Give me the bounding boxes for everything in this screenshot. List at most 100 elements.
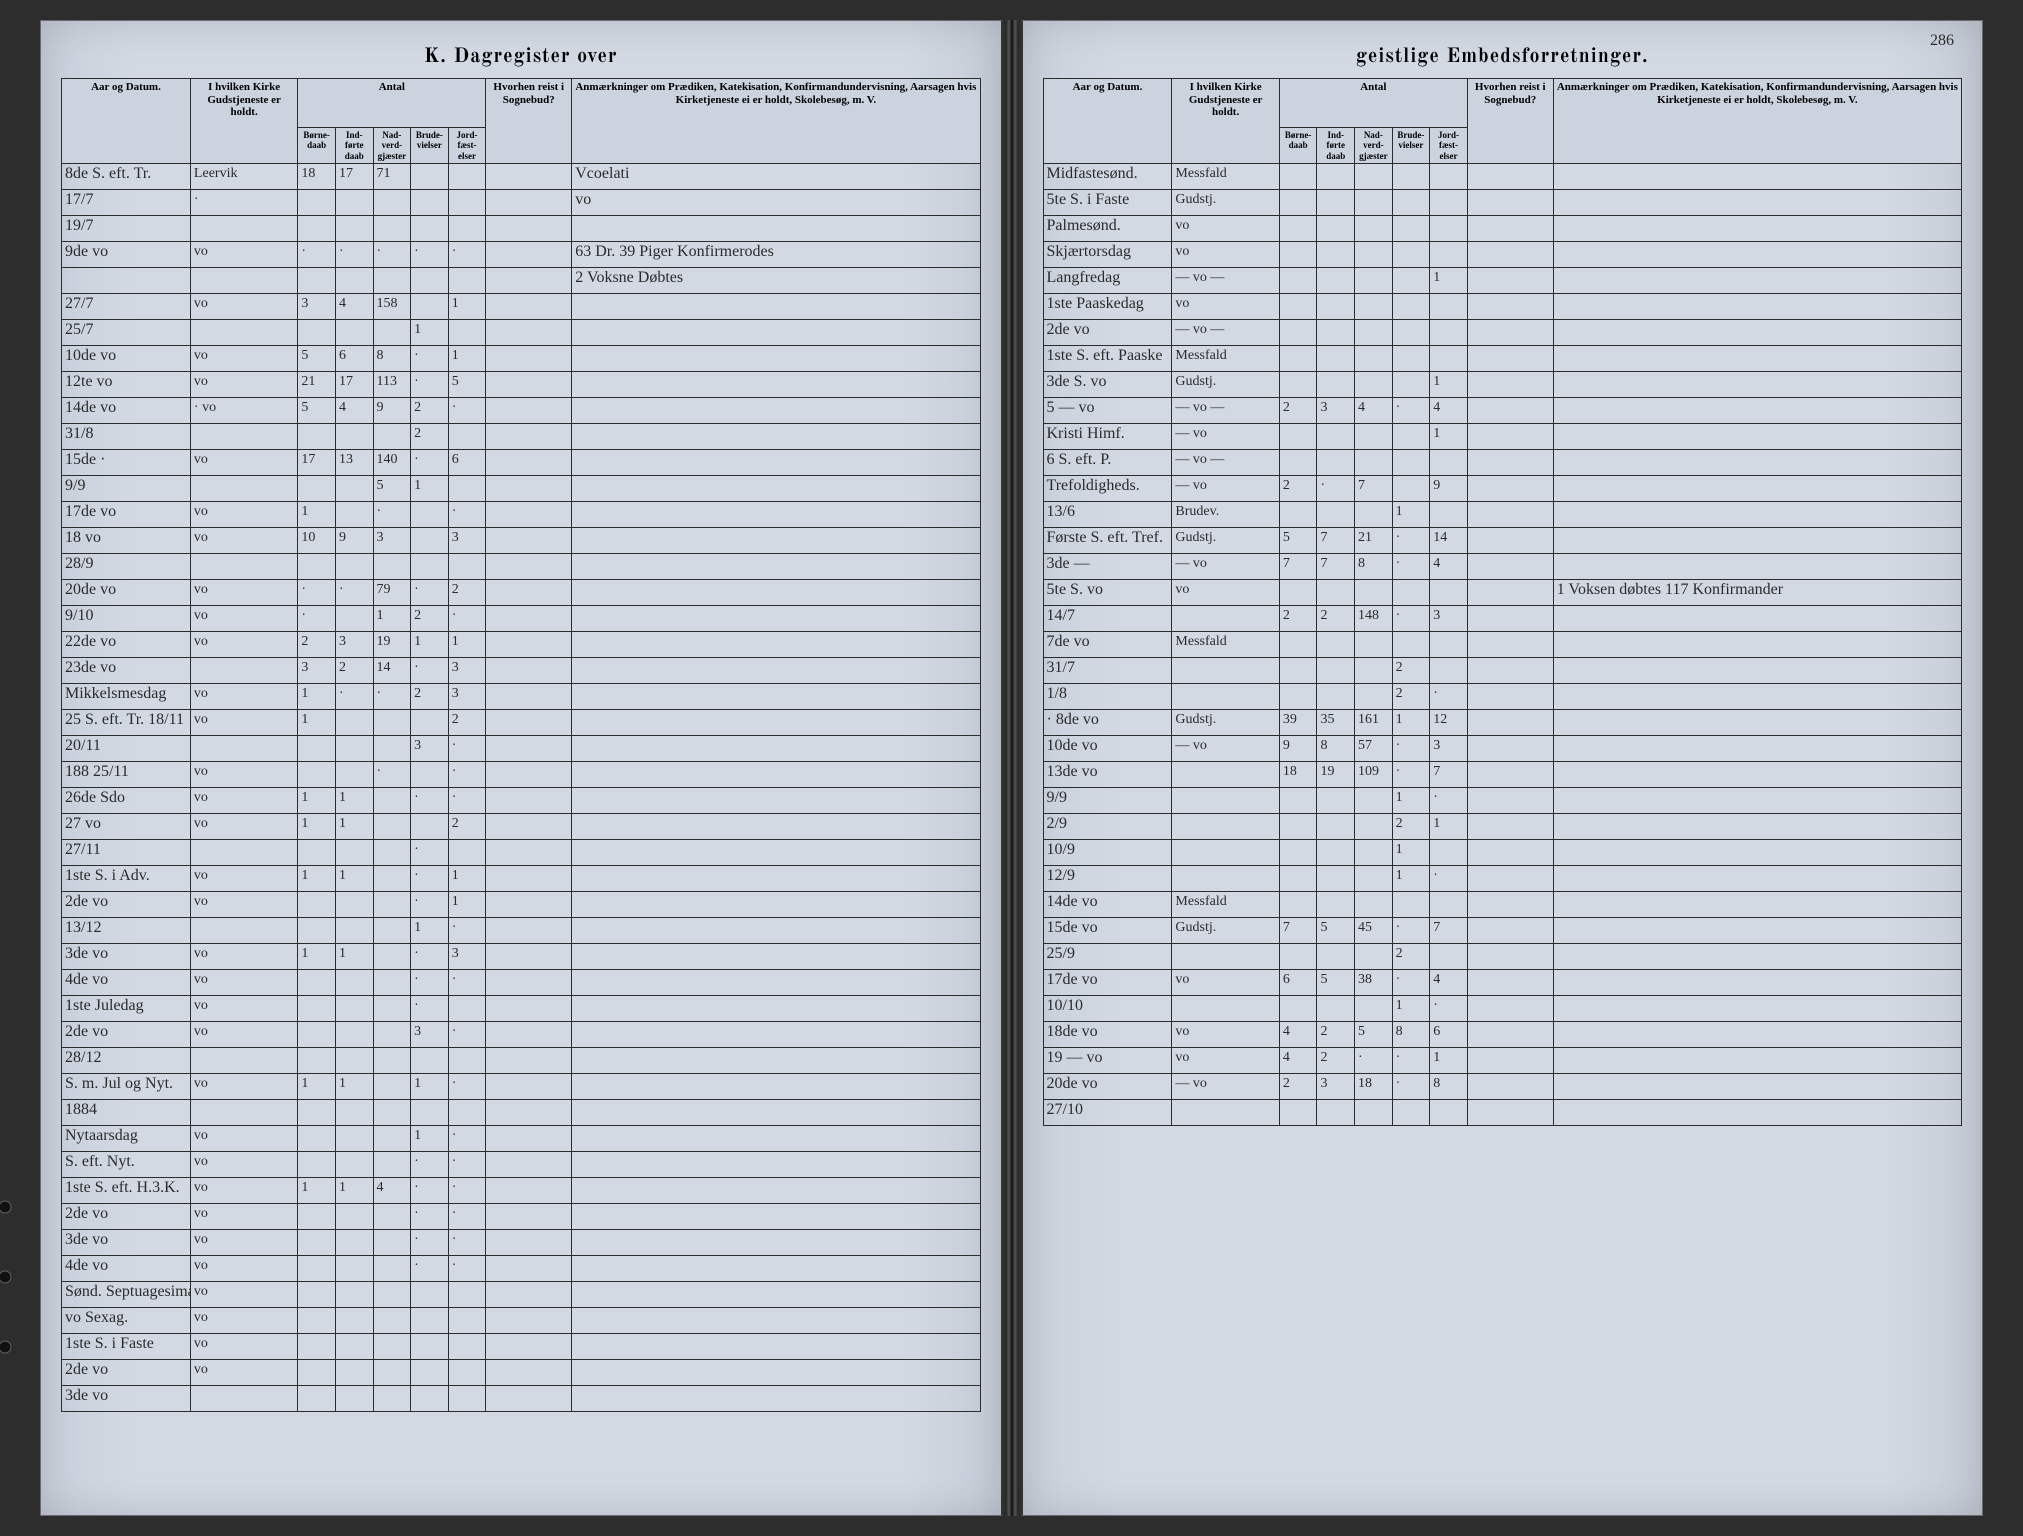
cell: ·: [373, 762, 411, 788]
cell: [1279, 892, 1317, 918]
cell: — vo: [1172, 736, 1279, 762]
cell: [373, 424, 411, 450]
cell: ·: [1392, 762, 1430, 788]
table-row: 20de vo— vo2318·8: [1043, 1074, 1962, 1100]
cell: [1430, 658, 1468, 684]
cell: 8: [1355, 554, 1393, 580]
table-row: 27/11·: [62, 840, 981, 866]
cell: 6: [1279, 970, 1317, 996]
cell: 1/8: [1043, 684, 1172, 710]
cell: 1: [1392, 710, 1430, 736]
cell: [1430, 944, 1468, 970]
cell: vo: [190, 606, 297, 632]
cell: [190, 216, 297, 242]
cell: 10: [298, 528, 336, 554]
cell: ·: [448, 1204, 486, 1230]
col-antal-4: Jord- fæst- elser: [1430, 128, 1468, 164]
cell: [1467, 476, 1553, 502]
cell: [448, 1360, 486, 1386]
cell: [1279, 944, 1317, 970]
cell: 3: [373, 528, 411, 554]
cell: [572, 450, 980, 476]
cell: vo: [190, 1074, 297, 1100]
cell: [335, 918, 373, 944]
cell: [486, 684, 572, 710]
cell: ·: [411, 1178, 449, 1204]
cell: — vo: [1172, 554, 1279, 580]
cell: ·: [448, 242, 486, 268]
cell: [298, 216, 336, 242]
cell: [1553, 996, 1961, 1022]
cell: [373, 866, 411, 892]
cell: [373, 554, 411, 580]
cell: [373, 892, 411, 918]
cell: 2: [1392, 658, 1430, 684]
cell: [1467, 1022, 1553, 1048]
cell: 7: [1279, 554, 1317, 580]
cell: [572, 1022, 980, 1048]
cell: Midfastesønd.: [1043, 164, 1172, 190]
cell: 26de Sdo: [62, 788, 191, 814]
cell: 2: [1317, 1048, 1355, 1074]
table-row: 9/91·: [1043, 788, 1962, 814]
cell: 1: [298, 684, 336, 710]
cell: ·: [373, 684, 411, 710]
cell: [1279, 346, 1317, 372]
cell: [1317, 996, 1355, 1022]
cell: · vo: [190, 398, 297, 424]
cell: [335, 1230, 373, 1256]
table-row: Første S. eft. Tref.Gudstj.5721·14: [1043, 528, 1962, 554]
cell: 1ste S. i Faste: [62, 1334, 191, 1360]
cell: [448, 320, 486, 346]
table-row: 20de vovo··79·2: [62, 580, 981, 606]
cell: [1172, 762, 1279, 788]
cell: [190, 840, 297, 866]
col-sogne: Hvorhen reist i Sognebud?: [1467, 79, 1553, 164]
cell: [335, 1048, 373, 1074]
cell: [1467, 840, 1553, 866]
cell: [1392, 372, 1430, 398]
cell: [1553, 606, 1961, 632]
cell: ·: [448, 1230, 486, 1256]
cell: [448, 1282, 486, 1308]
cell: [1553, 788, 1961, 814]
cell: 1: [335, 788, 373, 814]
cell: Gudstj.: [1172, 918, 1279, 944]
cell: [1172, 658, 1279, 684]
cell: 3: [411, 736, 449, 762]
cell: [1553, 190, 1961, 216]
cell: Trefoldigheds.: [1043, 476, 1172, 502]
cell: [1553, 866, 1961, 892]
table-row: 26de Sdovo11··: [62, 788, 981, 814]
table-row: 1/82·: [1043, 684, 1962, 710]
cell: [1317, 840, 1355, 866]
cell: [298, 424, 336, 450]
cell: [335, 424, 373, 450]
table-row: 19 — vovo42··1: [1043, 1048, 1962, 1074]
cell: 109: [1355, 762, 1393, 788]
cell: [1430, 840, 1468, 866]
cell: [411, 216, 449, 242]
cell: 9de vo: [62, 242, 191, 268]
cell: 3de S. vo: [1043, 372, 1172, 398]
cell: [1355, 320, 1393, 346]
cell: 14: [373, 658, 411, 684]
cell: [486, 710, 572, 736]
cell: 4: [1355, 398, 1393, 424]
cell: 5: [373, 476, 411, 502]
cell: 3: [1430, 606, 1468, 632]
cell: [572, 710, 980, 736]
cell: [1553, 372, 1961, 398]
cell: vo: [190, 1282, 297, 1308]
table-row: vo Sexag.vo: [62, 1308, 981, 1334]
cell: [1430, 190, 1468, 216]
cell: [1467, 606, 1553, 632]
cell: [335, 1308, 373, 1334]
cell: [373, 1152, 411, 1178]
cell: [486, 554, 572, 580]
cell: 1: [1392, 840, 1430, 866]
cell: [1467, 502, 1553, 528]
cell: [572, 840, 980, 866]
cell: [1355, 788, 1393, 814]
cell: [1355, 632, 1393, 658]
